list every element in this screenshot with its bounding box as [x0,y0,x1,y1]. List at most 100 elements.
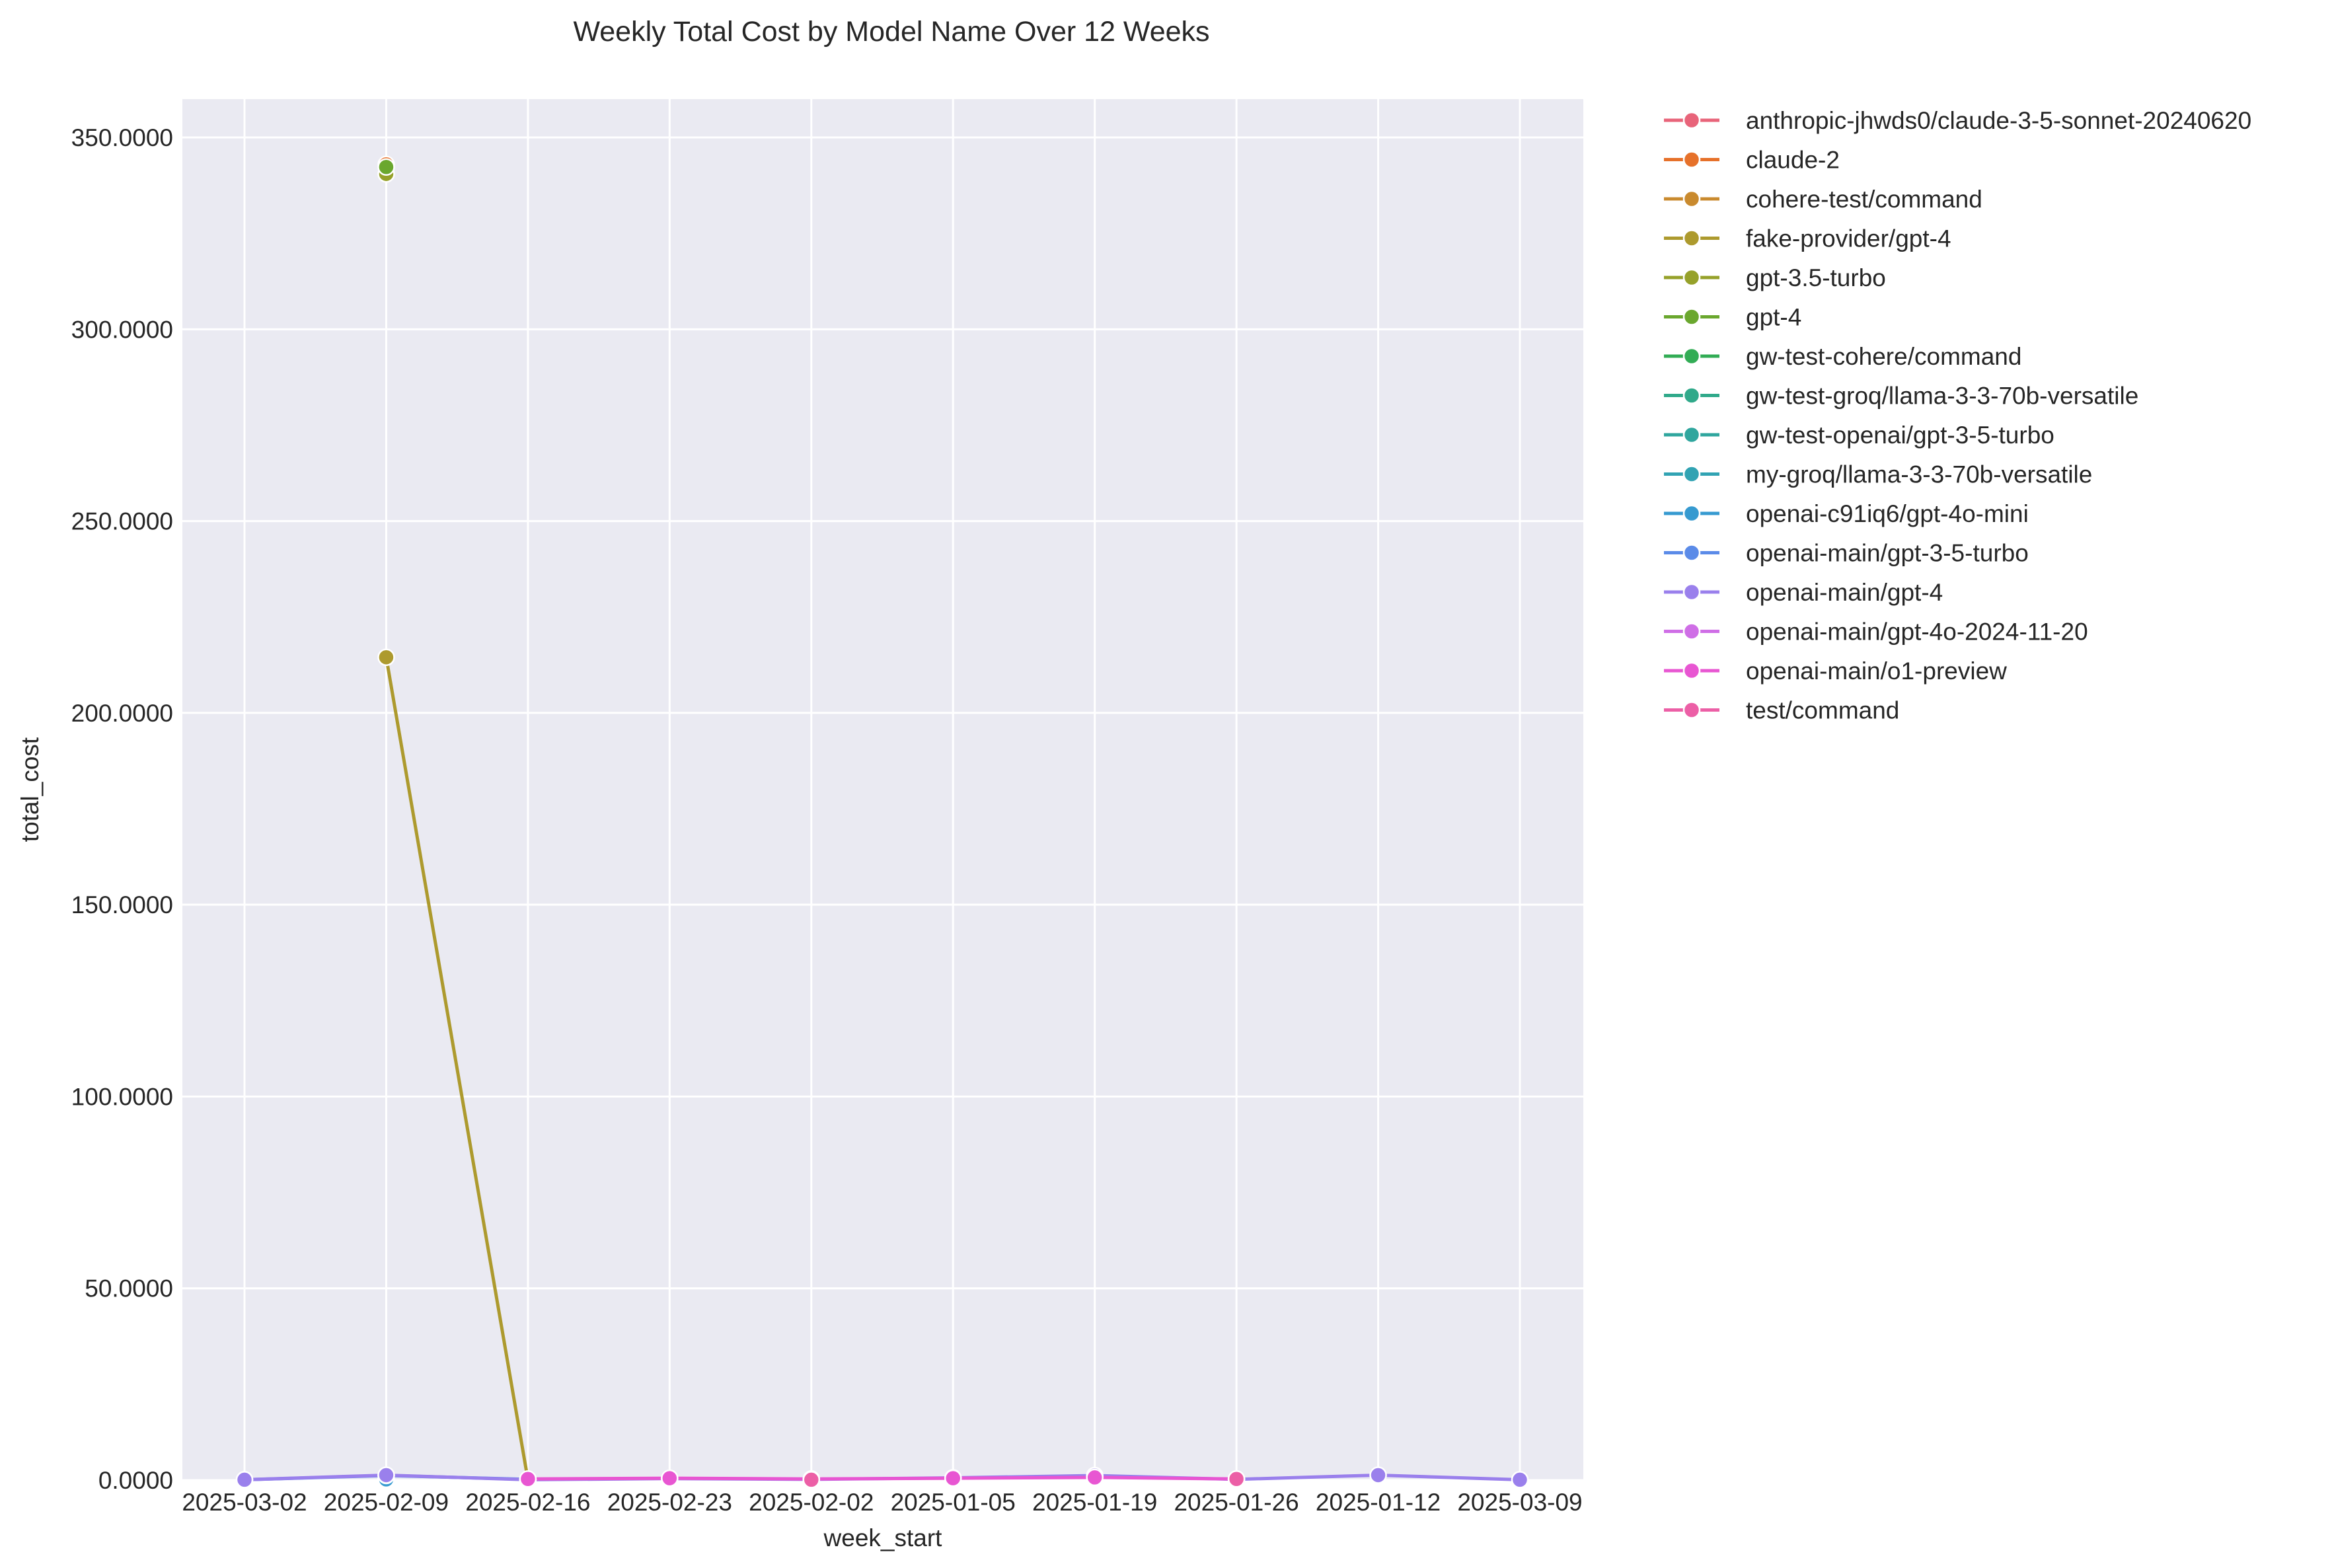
legend-item: gw-test-cohere/command [1664,343,2021,370]
legend-item: openai-main/o1-preview [1664,657,2007,685]
x-tick-label: 2025-01-19 [1032,1489,1157,1516]
series-line [384,655,530,1481]
legend-marker [1682,504,1701,523]
legend-label: openai-main/gpt-3-5-turbo [1746,540,2029,567]
x-tick-label: 2025-01-05 [891,1489,1016,1516]
x-tick-label: 2025-02-02 [749,1489,874,1516]
legend-label: gw-test-groq/llama-3-3-70b-versatile [1746,383,2138,410]
legend-marker [1682,701,1701,719]
legend-item: test/command [1664,697,1899,724]
legend-item: claude-2 [1664,147,1840,174]
data-point [802,1471,821,1489]
legend-label: gpt-3.5-turbo [1746,264,1886,291]
y-tick-label: 100.0000 [71,1083,173,1110]
data-point [519,1470,537,1488]
chart-title: Weekly Total Cost by Model Name Over 12 … [573,16,1209,48]
legend-item: my-groq/llama-3-3-70b-versatile [1664,461,2092,488]
series-segment [667,1476,813,1481]
series-segment [243,1473,388,1481]
y-tick-labels: 0.0000 50.0000 100.0000 150.0000 200.0000 250… [71,124,173,1494]
legend-item: gpt-4 [1664,304,1801,331]
x-tick-label: 2025-02-16 [465,1489,590,1516]
x-tick-label: 2025-02-09 [324,1489,449,1516]
legend-item: openai-main/gpt-4 [1664,579,1943,606]
data-point [1086,1468,1104,1487]
legend-item: anthropic-jhwds0/claude-3-5-sonnet-20240… [1664,107,2251,134]
y-tick-label: 350.0000 [71,124,173,151]
legend-label: claude-2 [1746,147,1840,174]
y-tick-label: 50.0000 [85,1275,173,1302]
legend-label: gw-test-openai/gpt-3-5-turbo [1746,422,2054,449]
legend-marker [1682,426,1701,444]
legend-marker [1682,583,1701,601]
plot-area [182,99,1583,1480]
x-tick-labels: 2025-03-02 2025-02-09 2025-02-16 2025-02-23… [182,1489,1582,1516]
y-tick-label: 200.0000 [71,700,173,727]
legend-marker [1682,190,1701,208]
x-tick-label: 2025-03-09 [1457,1489,1582,1516]
data-point [377,1466,395,1484]
legend-marker [1682,387,1701,404]
legend-marker [1682,661,1701,680]
legend-item: openai-main/gpt-4o-2024-11-20 [1664,618,2088,646]
legend-label: test/command [1746,697,1899,724]
legend-marker [1682,544,1701,562]
legend-item: gw-test-groq/llama-3-3-70b-versatile [1664,383,2138,410]
legend-label: gw-test-cohere/command [1746,343,2021,370]
legend-item: gpt-3.5-turbo [1664,264,1886,291]
legend: anthropic-jhwds0/claude-3-5-sonnet-20240… [1664,107,2251,724]
legend-item: fake-provider/gpt-4 [1664,225,1951,252]
legend-marker [1682,111,1701,130]
legend-item: cohere-test/command [1664,186,1982,213]
series-segment [1234,1473,1380,1481]
series-markers [235,155,1529,1489]
legend-item: gw-test-openai/gpt-3-5-turbo [1664,422,2054,449]
series-lines [243,655,1522,1481]
legend-label: openai-main/gpt-4o-2024-11-20 [1746,618,2088,646]
series-line [526,1475,1238,1481]
series-segment [526,1476,671,1481]
series-segment [1376,1473,1522,1481]
legend-marker [1682,347,1701,365]
y-axis-label: total_cost [17,737,44,842]
legend-marker [1682,151,1701,168]
legend-label: fake-provider/gpt-4 [1746,225,1951,252]
y-tick-label: 150.0000 [71,891,173,918]
legend-marker [1682,465,1701,483]
data-point [1227,1470,1246,1488]
data-point [377,158,395,176]
y-tick-label: 300.0000 [71,316,173,343]
legend-label: gpt-4 [1746,304,1801,331]
legend-label: cohere-test/command [1746,186,1982,213]
x-tick-label: 2025-03-02 [182,1489,307,1516]
data-point [1369,1466,1387,1484]
data-point [944,1469,962,1487]
series-segment [1093,1475,1238,1481]
legend-marker [1682,308,1701,326]
x-tick-label: 2025-01-12 [1316,1489,1441,1516]
legend-item: openai-c91iq6/gpt-4o-mini [1664,500,2029,527]
y-tick-label: 250.0000 [71,508,173,535]
data-point [1511,1471,1529,1489]
data-point [377,648,395,666]
data-point [235,1471,254,1489]
legend-marker [1682,622,1701,640]
legend-label: openai-main/o1-preview [1746,657,2007,685]
y-tick-label: 0.0000 [98,1467,173,1494]
legend-label: openai-main/gpt-4 [1746,579,1943,606]
x-tick-label: 2025-02-23 [607,1489,732,1516]
legend-marker [1682,268,1701,287]
series-segment [384,1473,530,1481]
legend-item: openai-main/gpt-3-5-turbo [1664,540,2029,567]
x-axis-label: week_start [823,1524,943,1551]
legend-label: anthropic-jhwds0/claude-3-5-sonnet-20240… [1746,107,2251,134]
series-segment [384,655,530,1481]
legend-label: my-groq/llama-3-3-70b-versatile [1746,461,2092,488]
x-tick-label: 2025-01-26 [1174,1489,1299,1516]
series-segment [809,1476,955,1481]
grid-lines [182,99,1583,1481]
data-point [661,1469,679,1487]
legend-marker [1682,229,1701,247]
